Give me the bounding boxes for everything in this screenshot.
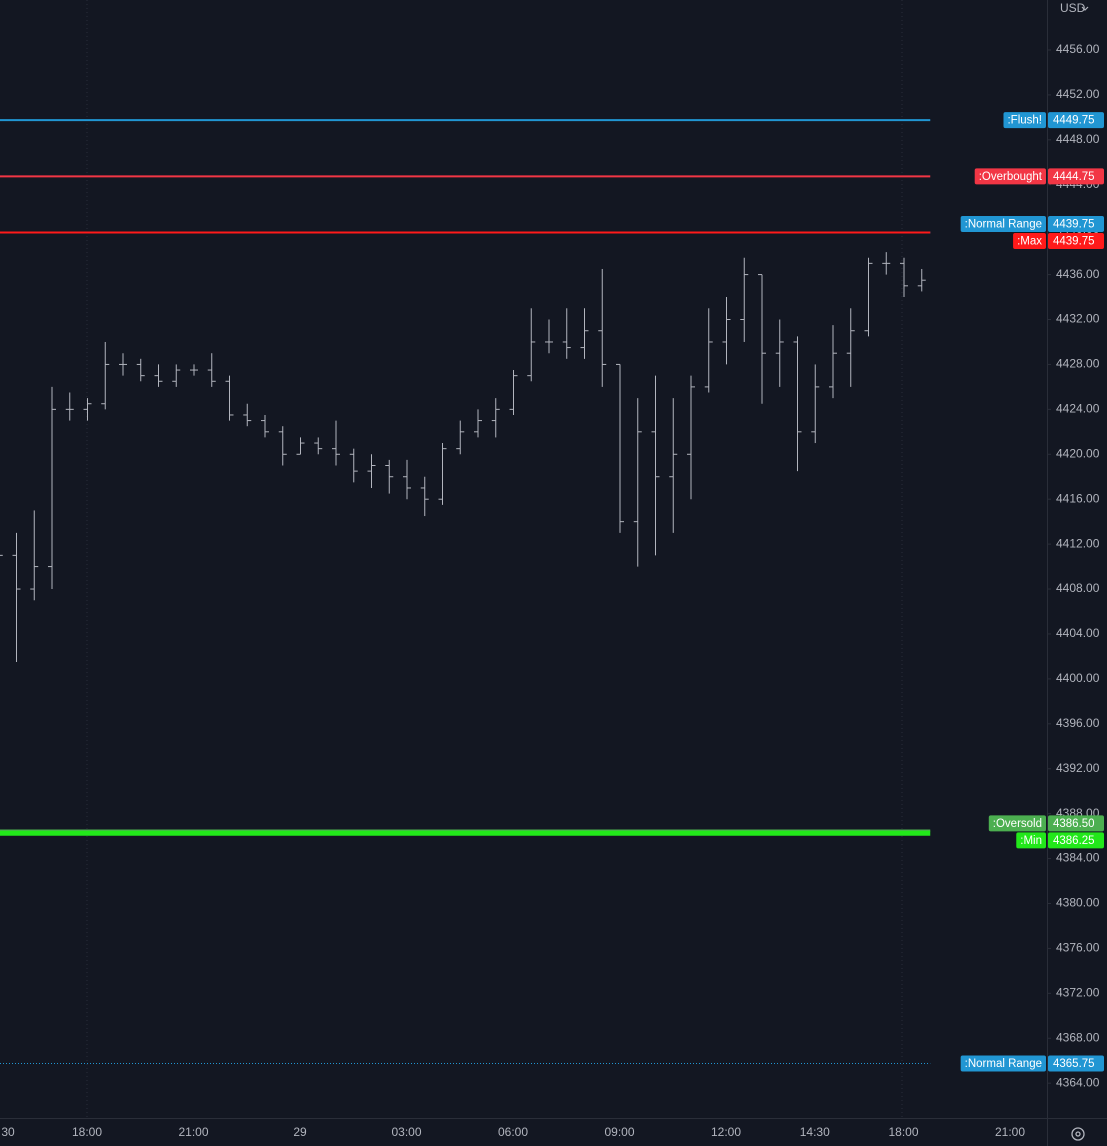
level-name: :Flush! <box>1007 115 1042 127</box>
x-tick-label: 14:30 <box>800 1125 830 1139</box>
level-lines <box>0 119 931 1065</box>
y-tick-label: 4436.00 <box>1056 267 1100 281</box>
y-tick-label: 4396.00 <box>1056 716 1100 730</box>
y-tick-label: 4380.00 <box>1056 896 1100 910</box>
level-name: :Normal Range <box>965 219 1042 231</box>
y-tick-label: 4420.00 <box>1056 446 1100 460</box>
x-tick-label: 21:00 <box>995 1125 1025 1139</box>
level-name: :Overbought <box>979 171 1043 183</box>
settings-icon-center[interactable] <box>1075 1131 1081 1137</box>
level-name-box <box>1013 232 1046 249</box>
level-label: 4449.75 :Flush! <box>1003 112 1104 129</box>
level-value-box <box>1048 215 1104 232</box>
level-value-box <box>1048 815 1104 832</box>
level-name: :Max <box>1017 236 1042 248</box>
level-value-box <box>1048 168 1104 185</box>
x-tick-label: 18:00 <box>888 1125 918 1139</box>
y-tick-label: 4392.00 <box>1056 761 1100 775</box>
currency-label[interactable]: USD <box>1060 1 1086 15</box>
level-name-box <box>988 815 1046 832</box>
y-tick-label: 4416.00 <box>1056 491 1100 505</box>
y-tick-label: 4448.00 <box>1056 132 1100 146</box>
x-tick-label: 18:00 <box>72 1125 102 1139</box>
level-value: 4386.25 <box>1053 835 1095 847</box>
y-tick-label: 4364.00 <box>1056 1075 1100 1089</box>
x-tick-label: 03:00 <box>391 1125 421 1139</box>
y-tick-label: 4428.00 <box>1056 357 1100 371</box>
bars <box>0 252 926 663</box>
y-tick-label: 4456.00 <box>1056 42 1100 56</box>
level-name-box <box>960 215 1046 232</box>
level-value: 4386.50 <box>1053 818 1095 830</box>
y-tick-label: 4412.00 <box>1056 536 1100 550</box>
level-value: 4439.75 <box>1053 219 1095 231</box>
level-name-box <box>1016 832 1046 849</box>
level-name: :Normal Range <box>965 1058 1042 1070</box>
level-value-box <box>1048 112 1104 129</box>
level-name: :Min <box>1020 835 1042 847</box>
y-tick-label: 4408.00 <box>1056 581 1100 595</box>
x-tick-label: 21:00 <box>178 1125 208 1139</box>
level-value-box <box>1048 1055 1104 1072</box>
y-tick-label: 4424.00 <box>1056 402 1100 416</box>
y-tick-label: 4372.00 <box>1056 986 1100 1000</box>
x-tick-label: 12:00 <box>711 1125 741 1139</box>
x-tick-label: 29 <box>293 1125 307 1139</box>
level-label: 4439.75 :Max <box>1013 232 1104 249</box>
level-name-box <box>960 1055 1046 1072</box>
level-label: 4444.75 :Overbought <box>974 168 1104 185</box>
level-label: 4386.25 :Min <box>1016 832 1104 849</box>
y-tick-label: 4432.00 <box>1056 312 1100 326</box>
level-value-box <box>1048 832 1104 849</box>
y-tick-label: 4384.00 <box>1056 851 1100 865</box>
y-tick-label: 4368.00 <box>1056 1030 1100 1044</box>
level-label: 4439.75 :Normal Range <box>960 215 1104 232</box>
level-name-box <box>1003 112 1046 129</box>
level-value: 4365.75 <box>1053 1058 1095 1070</box>
level-label: 4386.50 :Oversold <box>988 815 1104 832</box>
x-tick-label: 09:00 <box>604 1125 634 1139</box>
y-tick-label: 4452.00 <box>1056 87 1100 101</box>
y-tick-label: 4404.00 <box>1056 626 1100 640</box>
y-tick-label: 4400.00 <box>1056 671 1100 685</box>
level-name-box <box>974 168 1046 185</box>
level-value-box <box>1048 232 1104 249</box>
x-tick-label: 30 <box>1 1125 15 1139</box>
y-tick-label: 4376.00 <box>1056 941 1100 955</box>
currency-caret[interactable] <box>1081 6 1089 11</box>
settings-icon[interactable] <box>1071 1127 1085 1141</box>
level-value: 4449.75 <box>1053 115 1095 127</box>
level-value: 4439.75 <box>1053 236 1095 248</box>
level-name: :Oversold <box>993 818 1042 830</box>
level-value: 4444.75 <box>1053 171 1095 183</box>
level-label: 4365.75 :Normal Range <box>960 1055 1104 1072</box>
x-tick-label: 06:00 <box>498 1125 528 1139</box>
settings-button[interactable] <box>1071 1127 1085 1141</box>
